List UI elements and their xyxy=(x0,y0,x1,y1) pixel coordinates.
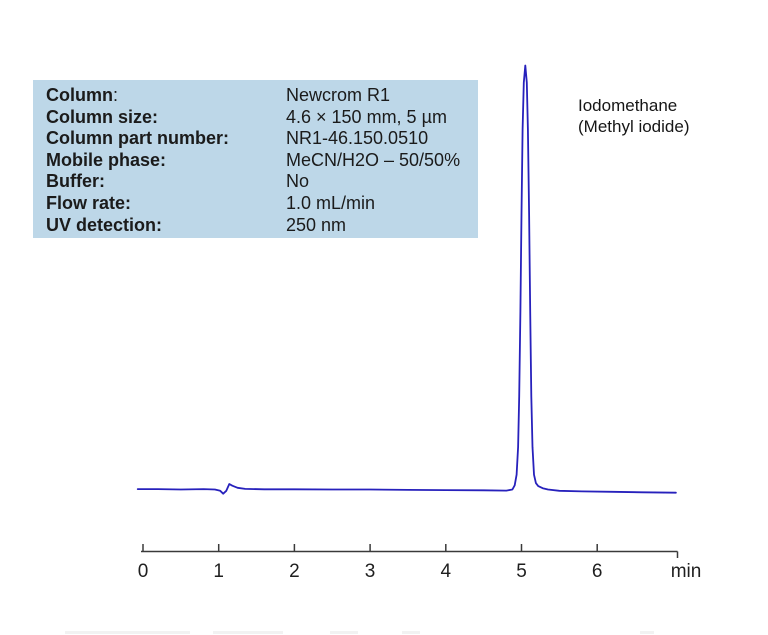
info-value: MeCN/H2O – 50/50% xyxy=(286,149,461,170)
info-row-uv-detection: UV detection: 250 nm xyxy=(46,215,478,237)
x-axis-unit-label: min xyxy=(671,561,702,582)
info-value: Newcrom R1 xyxy=(286,85,391,105)
info-label: UV detection: xyxy=(46,214,163,235)
peak-annotation-line2: (Methyl iodide) xyxy=(578,117,690,136)
bottom-edge-artifact xyxy=(640,631,654,634)
info-label: Column size: xyxy=(46,106,159,127)
info-row-column-part-number: Column part number: NR1-46.150.0510 xyxy=(46,128,478,150)
info-label: Column: xyxy=(46,85,119,105)
peak-annotation: Iodomethane (Methyl iodide) xyxy=(578,95,690,137)
bottom-edge-artifact xyxy=(65,631,190,634)
info-value: 250 nm xyxy=(286,214,347,235)
method-info-box: Column: Newcrom R1 Column size: 4.6 × 15… xyxy=(33,80,478,238)
info-label: Column part number: xyxy=(46,128,229,149)
info-row-flow-rate: Flow rate: 1.0 mL/min xyxy=(46,193,478,215)
info-value: 1.0 mL/min xyxy=(286,192,376,213)
info-label: Flow rate: xyxy=(46,192,132,213)
info-row-column-size: Column size: 4.6 × 150 mm, 5 µm xyxy=(46,107,478,129)
x-axis-tick-label: 1 xyxy=(213,561,224,582)
x-axis: 0 1 2 3 4 5 6 min xyxy=(138,544,702,582)
info-label: Mobile phase: xyxy=(46,149,167,170)
info-label: Buffer: xyxy=(46,171,105,192)
x-axis-tick-label: 2 xyxy=(289,561,300,582)
info-row-column: Column: Newcrom R1 xyxy=(46,85,478,107)
info-row-buffer: Buffer: No xyxy=(46,171,478,193)
peak-annotation-line1: Iodomethane xyxy=(578,96,678,115)
info-row-mobile-phase: Mobile phase: MeCN/H2O – 50/50% xyxy=(46,150,478,172)
bottom-edge-artifact xyxy=(213,631,283,634)
bottom-edge-artifact xyxy=(330,631,358,634)
info-value: 4.6 × 150 mm, 5 µm xyxy=(286,106,447,127)
bottom-edge-artifact xyxy=(402,631,420,634)
x-axis-tick-label: 6 xyxy=(592,561,603,582)
info-value: NR1-46.150.0510 xyxy=(286,128,429,149)
x-axis-tick-label: 5 xyxy=(516,561,527,582)
info-value: No xyxy=(286,171,310,192)
x-axis-tick-label: 4 xyxy=(441,561,452,582)
x-axis-tick-label: 3 xyxy=(365,561,376,582)
x-axis-tick-label: 0 xyxy=(138,561,149,582)
chromatogram-trace xyxy=(136,64,677,495)
